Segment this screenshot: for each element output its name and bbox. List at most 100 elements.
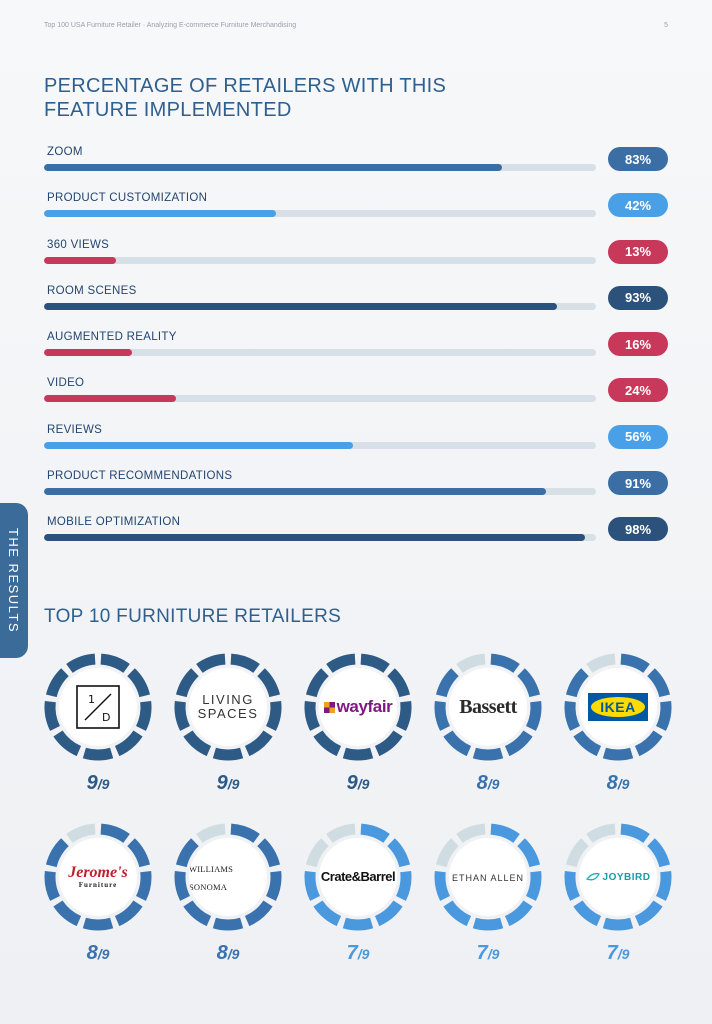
- score-ring: [44, 823, 152, 931]
- section-tab-label: THE RESULTS: [6, 527, 22, 634]
- ring-segment-filled: [517, 838, 541, 868]
- ring-segment-filled: [620, 823, 650, 843]
- feature-bar-track: [44, 534, 596, 542]
- feature-percent-badge: 98%: [608, 517, 668, 542]
- feature-percent-badge: 56%: [608, 424, 668, 449]
- retailer-logo: JOYBIRD: [579, 838, 657, 916]
- ring-segment-filled: [472, 747, 504, 761]
- section-tab: THE RESULTS: [0, 503, 28, 658]
- ring-segment-filled: [174, 700, 191, 731]
- feature-bar-track: [44, 256, 596, 264]
- ring-segment-filled: [387, 668, 411, 698]
- jeromes-logo: Jerome's Furniture: [68, 863, 128, 889]
- feature-label: 360 VIEWS: [47, 238, 110, 251]
- svg-text:1: 1: [88, 693, 95, 706]
- feature-row: PRODUCT RECOMMENDATIONS 91%: [44, 464, 668, 510]
- retailer-logo: Crate&Barrel: [319, 838, 397, 916]
- ring-segment-empty: [305, 838, 329, 868]
- score-ring: [434, 653, 542, 761]
- ring-segment-filled: [257, 668, 281, 698]
- retailer-ring: Jerome's Furniture: [42, 821, 154, 933]
- feature-percent-badge: 91%: [608, 471, 668, 496]
- retailer-ring: WILLIAMS SONOMA: [172, 821, 284, 933]
- retailer-score: 8/9: [477, 772, 500, 795]
- ring-segment-filled: [490, 823, 520, 843]
- score-max: /9: [227, 776, 240, 792]
- ring-segment-filled: [504, 730, 533, 757]
- retailer-score: 8/9: [87, 942, 110, 965]
- ring-segment-filled: [135, 700, 152, 731]
- feature-percent-badge: 24%: [608, 378, 668, 403]
- joybird-logo: JOYBIRD: [585, 871, 651, 883]
- feature-bar-fill: [44, 210, 276, 218]
- retailer-card: 1 D 9/9: [42, 651, 154, 821]
- svg-text:D: D: [102, 711, 110, 724]
- score-max: /9: [617, 946, 630, 962]
- ring-segment-filled: [304, 870, 321, 901]
- ring-segment-filled: [183, 900, 212, 927]
- score-max: /9: [617, 776, 630, 792]
- retailer-score: 9/9: [217, 772, 240, 795]
- ring-segment-filled: [45, 668, 69, 698]
- feature-row: 360 VIEWS 13%: [44, 233, 668, 279]
- ring-segment-filled: [360, 823, 390, 843]
- retailer-card: WILLIAMS SONOMA 8/9: [172, 821, 284, 991]
- ring-segment-filled: [82, 917, 114, 931]
- retailer-score: 7/9: [477, 942, 500, 965]
- ring-segment-filled: [395, 700, 412, 731]
- feature-bar-track: [44, 302, 596, 310]
- feature-bar-track: [44, 441, 596, 449]
- wayfair-pinwheel-icon: [323, 701, 335, 713]
- score-value: 9: [346, 772, 358, 794]
- header-title: Top 100 USA Furniture Retailer · Analyzi…: [44, 22, 297, 29]
- feature-label: REVIEWS: [47, 423, 103, 436]
- wayfair-logo: wayfair: [323, 697, 393, 717]
- score-value: 8: [476, 772, 488, 794]
- score-ring: [434, 823, 542, 931]
- page-header: Top 100 USA Furniture Retailer · Analyzi…: [44, 22, 668, 29]
- ring-segment-filled: [374, 900, 403, 927]
- score-ring: [304, 653, 412, 761]
- williams-sonoma-logo: WILLIAMS SONOMA: [189, 864, 234, 892]
- ring-segment-filled: [525, 870, 542, 901]
- retailer-row: Jerome's Furniture 8/9 WILLIAMS SONOMA 8/9 Cr…: [42, 821, 672, 991]
- retailer-logo: Bassett: [449, 668, 527, 746]
- feature-label: MOBILE OPTIMIZATION: [47, 516, 181, 529]
- ring-segment-filled: [100, 653, 130, 673]
- feature-bar-track: [44, 488, 596, 496]
- ring-segment-filled: [114, 730, 143, 757]
- score-value: 7: [606, 942, 618, 964]
- ring-segment-filled: [212, 747, 244, 761]
- score-ring: [564, 653, 672, 761]
- ring-segment-filled: [135, 870, 152, 901]
- ring-segment-filled: [313, 730, 342, 757]
- ring-segment-filled: [326, 653, 356, 673]
- ring-segment-filled: [66, 653, 96, 673]
- ring-segment-empty: [565, 838, 589, 868]
- ring-segment-filled: [212, 917, 244, 931]
- ring-segment-filled: [230, 653, 260, 673]
- ring-segment-filled: [504, 900, 533, 927]
- score-value: 8: [86, 942, 98, 964]
- feature-bar-track: [44, 395, 596, 403]
- ring-segment-filled: [44, 870, 61, 901]
- bassett-logo: Bassett: [459, 695, 517, 718]
- feature-bar-fill: [44, 395, 177, 403]
- feature-label: AUGMENTED REALITY: [47, 331, 177, 344]
- score-value: 7: [476, 942, 488, 964]
- ring-segment-filled: [564, 700, 581, 731]
- ring-segment-filled: [564, 870, 581, 901]
- score-max: /9: [97, 946, 110, 962]
- score-value: 9: [86, 772, 98, 794]
- feature-percent-badge: 83%: [608, 147, 668, 171]
- score-max: /9: [97, 776, 110, 792]
- ring-segment-filled: [435, 668, 459, 698]
- ring-segment-filled: [244, 900, 273, 927]
- ring-segment-filled: [395, 870, 412, 901]
- ring-segment-filled: [265, 700, 282, 731]
- ring-segment-empty: [66, 823, 96, 843]
- retailer-card: JOYBIRD 7/9: [562, 821, 674, 991]
- retailer-card: wayfair 9/9: [302, 651, 414, 821]
- feature-percent-badge: 16%: [608, 332, 668, 357]
